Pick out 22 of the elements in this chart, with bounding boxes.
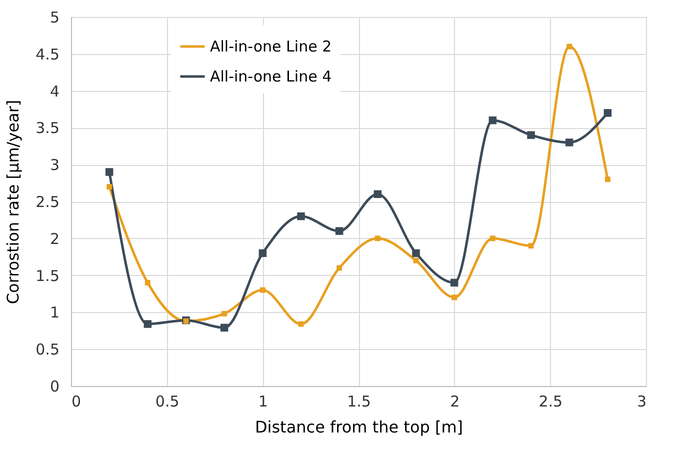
x-tick-label: 0.5 xyxy=(155,392,180,410)
y-tick-label: 3 xyxy=(50,156,60,174)
y-tick-label: 1.5 xyxy=(36,266,60,285)
x-tick-label: 2 xyxy=(450,392,460,410)
x-tick-label: 3 xyxy=(636,392,646,410)
y-axis-title: Corrostion rate [µm/year] xyxy=(4,100,23,304)
x-tick-label: 0 xyxy=(72,392,82,410)
y-tick-label: 3.5 xyxy=(36,119,60,138)
legend-label: All-in-one Line 4 xyxy=(210,68,332,86)
y-tick-label: 4.5 xyxy=(36,45,60,64)
legend-label: All-in-one Line 2 xyxy=(210,38,332,56)
x-tick-label: 2.5 xyxy=(538,392,563,410)
x-axis-title: Distance from the top [m] xyxy=(254,418,464,436)
y-tick-label: 2.5 xyxy=(36,193,60,211)
y-tick-label: 0 xyxy=(50,378,60,396)
y-tick-label: 4 xyxy=(50,82,60,100)
y-tick-label: 5 xyxy=(50,8,60,26)
y-tick-label: 2 xyxy=(50,230,60,248)
x-tick-label: 1.5 xyxy=(347,392,371,410)
y-tick-label: 1 xyxy=(50,304,60,322)
x-tick-label: 1 xyxy=(258,392,268,410)
y-tick-label: 0.5 xyxy=(36,340,60,359)
